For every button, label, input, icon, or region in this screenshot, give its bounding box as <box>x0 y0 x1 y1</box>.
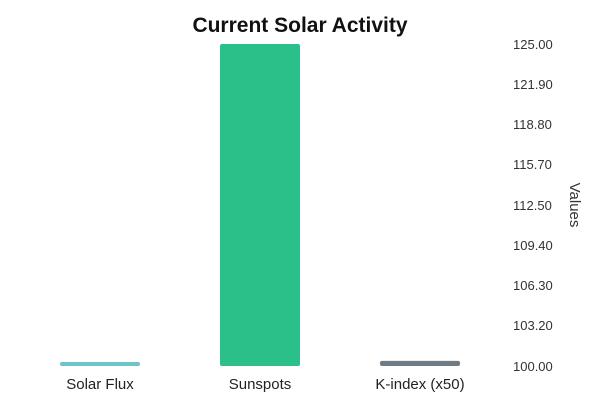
y-tick-label: 106.30 <box>513 278 553 293</box>
category-label: K-index (x50) <box>375 376 464 393</box>
category-labels-group: Solar Flux Sunspots K-index (x50) <box>66 376 464 393</box>
category-label: Solar Flux <box>66 376 134 393</box>
y-tick-label: 109.40 <box>513 238 553 253</box>
chart-title: Current Solar Activity <box>192 14 407 37</box>
y-tick-label: 125.00 <box>513 37 553 52</box>
bar-k-index-x50 <box>380 360 460 366</box>
bar-solar-flux <box>60 362 140 366</box>
y-tick-label: 118.80 <box>513 117 552 132</box>
y-tick-label: 112.50 <box>513 198 552 213</box>
y-tick-labels-group: 100.00 103.20 106.30 109.40 112.50 115.70 118.… <box>513 37 553 374</box>
category-label: Sunspots <box>229 376 292 393</box>
y-axis-label: Values <box>566 183 583 228</box>
bars-group <box>60 44 460 366</box>
y-tick-label: 103.20 <box>513 318 553 333</box>
y-tick-label: 115.70 <box>513 157 552 172</box>
y-tick-label: 121.90 <box>513 77 553 92</box>
y-tick-label: 100.00 <box>513 359 553 374</box>
bar-sunspots <box>220 44 300 366</box>
